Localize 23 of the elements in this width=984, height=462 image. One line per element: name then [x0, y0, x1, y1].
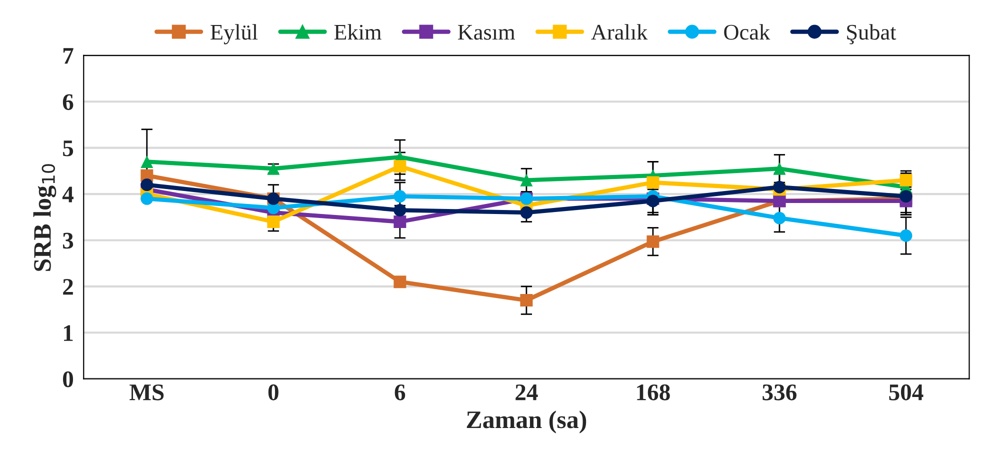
y-tick-label: 7: [63, 48, 74, 64]
legend-label: Eylül: [210, 24, 258, 44]
y-axis-title: SRB log$_{10}$: [33, 164, 56, 271]
y-tick-label: 2: [63, 278, 73, 295]
legend-label: Ekim: [334, 24, 382, 40]
y-tick-label: 0: [63, 371, 74, 388]
y-tick-label: 6: [62, 94, 74, 110]
legend-label: Ocak: [724, 24, 770, 40]
legend-label: Aralık: [591, 24, 648, 40]
legend-label: Şubat: [847, 24, 896, 44]
y-tick-label: 1: [64, 325, 73, 341]
x-tick-label: 6: [394, 384, 406, 400]
legend-label: Kasım: [458, 24, 515, 40]
x-tick-label: 0: [268, 384, 278, 400]
x-tick-label: 168: [637, 384, 670, 400]
x-tick-label: 504: [889, 384, 924, 400]
y-tick-label: 4: [62, 186, 74, 202]
y-tick-label: 3: [63, 232, 74, 249]
x-axis-title: Zaman (sa): [466, 410, 586, 434]
y-tick-label: 5: [63, 140, 74, 156]
x-tick-label: 336: [762, 384, 796, 400]
x-tick-label: 24: [516, 384, 538, 400]
x-tick-label: MS: [130, 384, 164, 400]
